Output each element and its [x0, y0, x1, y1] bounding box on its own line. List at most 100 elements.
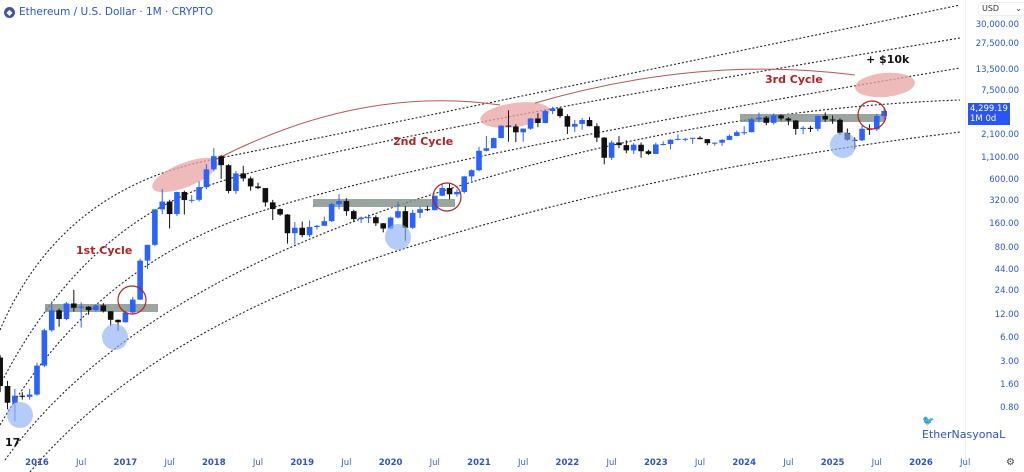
candle-body — [608, 142, 615, 158]
currency-select[interactable]: USD ⌄ — [978, 2, 1024, 16]
y-tick-label: 0.80 — [1000, 403, 1019, 413]
candle-body — [402, 211, 409, 228]
candle-body — [306, 227, 313, 236]
candle-body — [756, 117, 762, 120]
band-curve-2 — [0, 37, 961, 386]
target-label: + $10k — [866, 53, 910, 66]
candle-body — [277, 209, 283, 215]
candle-body — [579, 119, 585, 124]
candle-body — [336, 201, 342, 205]
x-tick-label: 2018 — [201, 458, 226, 468]
candle-body — [446, 187, 453, 195]
candle-body — [78, 306, 84, 308]
y-tick-label: 3.00 — [1000, 357, 1019, 367]
y-tick-label: 44.00 — [994, 265, 1019, 275]
candle-body — [498, 125, 504, 139]
candle-body — [461, 176, 468, 192]
candle-body — [763, 117, 770, 123]
candle-body — [93, 305, 99, 311]
x-tick-label: 2024 — [732, 458, 757, 468]
x-tick-label: 2020 — [378, 458, 403, 468]
bottom-circle-1 — [7, 402, 33, 428]
tradingview-logo[interactable]: 𝟭𝟳 — [5, 436, 21, 449]
candle-body — [557, 108, 563, 117]
candle-body — [166, 201, 173, 215]
candle-body — [4, 386, 11, 403]
candle-body — [785, 118, 792, 121]
candle-body — [129, 299, 136, 313]
y-tick-label: 7,500.00 — [981, 86, 1019, 96]
candle-body — [218, 156, 224, 166]
candle-body — [741, 132, 747, 134]
candle-body — [638, 144, 644, 152]
price-chart[interactable] — [0, 0, 965, 472]
band-curve-3 — [0, 67, 961, 426]
x-tick-label: Jul — [252, 458, 264, 468]
candle-body — [269, 202, 276, 210]
candle-body — [623, 145, 630, 151]
candle-body — [859, 128, 865, 141]
candle-body — [107, 311, 114, 320]
candle-body — [314, 225, 320, 228]
chart-title[interactable]: ◆ Ethereum / U.S. Dollar · 1M · CRYPTO — [4, 6, 213, 18]
candle-body — [564, 116, 571, 127]
candle-body — [188, 199, 195, 201]
candle-body — [594, 126, 600, 138]
candle-body — [174, 192, 180, 215]
x-tick-label: Jul — [164, 458, 175, 468]
candle-body — [520, 128, 526, 133]
candle-body — [667, 139, 674, 145]
y-tick-label: 80.00 — [994, 243, 1019, 253]
band-curve-5 — [29, 131, 961, 472]
currency-label: USD — [982, 4, 1000, 13]
candle-body — [424, 209, 431, 211]
candle-body — [660, 144, 666, 146]
candle-body — [71, 303, 77, 308]
breakout-circle-3 — [857, 100, 887, 130]
cycle-2-label: 2nd Cycle — [393, 135, 454, 148]
candle-body — [365, 217, 372, 219]
cycle-arrow-1 — [214, 100, 501, 161]
candle-body — [144, 244, 151, 261]
candle-body — [292, 227, 298, 234]
candle-body — [100, 305, 107, 312]
candles — [0, 106, 887, 422]
candle-body — [328, 204, 335, 222]
candle-body — [454, 191, 460, 195]
price-axis[interactable]: 30,000.00 27,500.00 13,500.00 7,500.00 2,100… — [965, 0, 1024, 472]
candle-body — [262, 188, 269, 203]
candle-body — [815, 115, 821, 129]
settings-gear-icon[interactable]: ⚙ — [1006, 457, 1015, 468]
candle-body — [387, 217, 394, 229]
candle-body — [726, 135, 733, 140]
candle-body — [122, 312, 129, 323]
candle-body — [800, 127, 806, 129]
candle-body — [645, 151, 652, 154]
candle-body — [689, 137, 696, 139]
y-tick-label: 320.00 — [989, 196, 1019, 206]
resistance-band-3 — [740, 114, 885, 122]
x-tick-label: Jul — [341, 458, 352, 468]
candle-body — [476, 150, 482, 171]
candle-body — [439, 187, 445, 196]
candle-body — [255, 186, 261, 189]
candle-body — [41, 330, 48, 366]
x-tick-label: 2017 — [113, 458, 138, 468]
annotation-zones — [45, 68, 915, 312]
x-tick-label: Jul — [429, 458, 440, 468]
x-tick-label: Jul — [76, 458, 87, 468]
y-tick-label: 12.00 — [994, 310, 1019, 320]
current-price-label: 4,299.19 1M 0d — [968, 103, 1010, 125]
candle-body — [373, 217, 379, 224]
y-tick-label: 13,500.00 — [975, 65, 1019, 75]
candle-body — [748, 119, 755, 133]
candle-body — [358, 217, 364, 220]
candle-body — [115, 319, 121, 323]
peak-zone-3 — [855, 72, 915, 98]
breakout-circle-1 — [117, 285, 147, 315]
candle-body — [48, 310, 55, 331]
candle-body — [284, 214, 291, 234]
x-tick-label: Jul — [960, 458, 971, 468]
candle-body — [542, 111, 549, 123]
bottom-circle-4 — [830, 132, 856, 158]
